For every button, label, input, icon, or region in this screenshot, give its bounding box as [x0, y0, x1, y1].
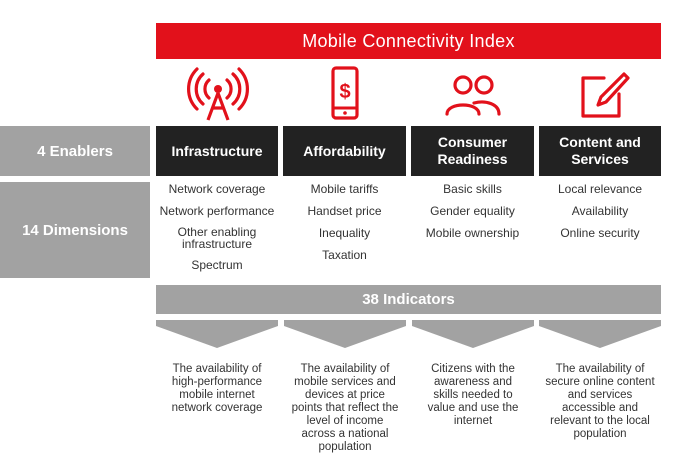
enabler-infrastructure: Infrastructure [156, 126, 278, 176]
enabler-label: Consumer Readiness [437, 134, 508, 167]
indicators-bar: 38 Indicators [156, 285, 661, 314]
antenna-icon [187, 67, 249, 121]
enablers-label-text: 4 Enablers [37, 142, 113, 160]
dimension-item: Network performance [159, 204, 275, 218]
dimension-item: Other enabling infrastructure [177, 225, 257, 251]
chevron-arrow [284, 320, 406, 348]
dimension-item: Mobile ownership [425, 226, 520, 240]
dimension-item: Inequality [318, 226, 371, 240]
description-consumer-readiness: Citizens with the awareness and skills n… [427, 363, 519, 427]
dimensions-affordability: Mobile tariffs Handset price Inequality … [283, 182, 406, 270]
dimension-item: Online security [560, 226, 640, 240]
enablers-label: 4 Enablers [0, 126, 150, 176]
people-icon [445, 75, 501, 116]
dimension-item: Local relevance [557, 182, 643, 196]
title: Mobile Connectivity Index [302, 30, 515, 51]
chevron-arrow [156, 320, 278, 348]
title-banner: Mobile Connectivity Index [156, 23, 661, 59]
description-affordability: The availability of mobile services and … [291, 363, 399, 453]
enabler-label: Infrastructure [171, 142, 263, 159]
indicators-label: 38 Indicators [362, 291, 455, 308]
enabler-consumer-readiness: Consumer Readiness [411, 126, 534, 176]
dimension-item: Network coverage [168, 182, 266, 196]
enabler-content-services: Content and Services [539, 126, 661, 176]
dimensions-label: 14 Dimensions [0, 182, 150, 278]
dimensions-infrastructure: Network coverage Network performance Oth… [156, 182, 278, 280]
svg-text:$: $ [339, 81, 350, 103]
enabler-label: Content and Services [559, 134, 641, 167]
dimension-item: Basic skills [443, 182, 502, 196]
chevron-arrow [412, 320, 534, 348]
dimension-item: Gender equality [430, 204, 515, 218]
description-content-services: The availability of secure online conten… [545, 363, 655, 440]
description-infrastructure: The availability of high-performance mob… [171, 363, 263, 414]
dimensions-content-services: Local relevance Availability Online secu… [539, 182, 661, 248]
dimensions-consumer-readiness: Basic skills Gender equality Mobile owne… [411, 182, 534, 248]
dimension-item: Availability [571, 204, 629, 218]
phone-dollar-icon: $ [331, 66, 359, 120]
dimension-item: Mobile tariffs [310, 182, 379, 196]
enabler-label: Affordability [303, 142, 386, 159]
dimension-item: Handset price [307, 204, 382, 218]
chevron-arrow [539, 320, 661, 348]
dimensions-label-text: 14 Dimensions [22, 221, 128, 239]
edit-icon [581, 72, 630, 118]
dimension-item: Spectrum [191, 258, 243, 272]
dimension-item: Taxation [322, 248, 367, 262]
enabler-affordability: Affordability [283, 126, 406, 176]
